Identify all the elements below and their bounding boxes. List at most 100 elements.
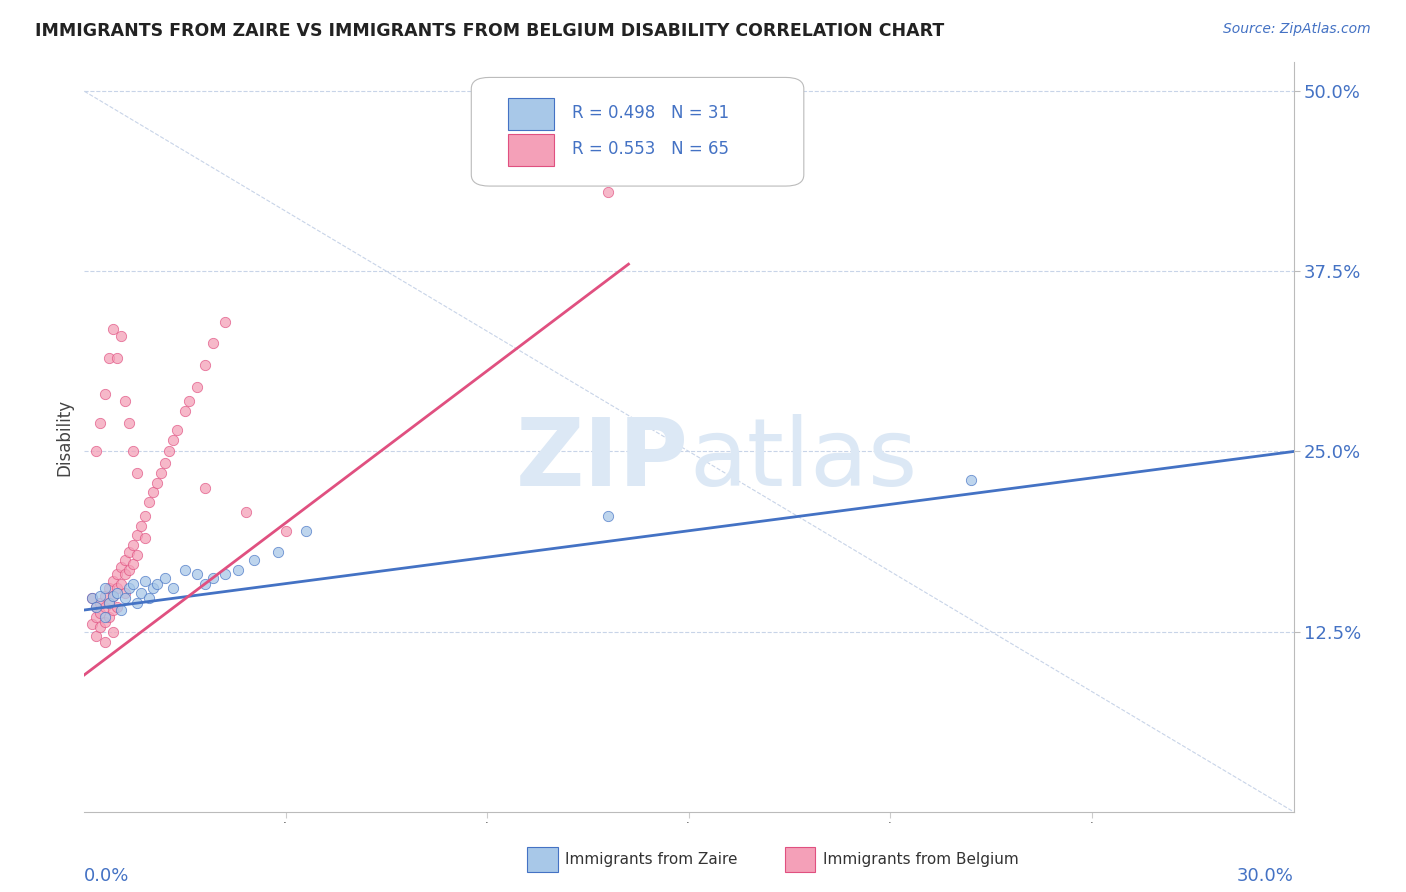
Point	[89, 589, 111, 603]
Point	[93, 589, 115, 603]
Point	[105, 600, 128, 615]
Point	[97, 582, 120, 596]
Point	[118, 563, 141, 577]
FancyBboxPatch shape	[471, 78, 804, 186]
Point	[153, 571, 176, 585]
Point	[138, 495, 160, 509]
Point	[105, 585, 128, 599]
Point	[226, 563, 249, 577]
Point	[101, 574, 124, 589]
Point	[93, 615, 115, 629]
Point	[105, 566, 128, 581]
Point	[194, 577, 217, 591]
Point	[110, 603, 132, 617]
Point	[86, 600, 108, 615]
Point	[598, 185, 620, 199]
Point	[97, 610, 120, 624]
Point	[960, 473, 983, 487]
Point	[153, 456, 176, 470]
Point	[186, 566, 208, 581]
Point	[598, 509, 620, 524]
Point	[174, 404, 197, 418]
Point	[101, 322, 124, 336]
Point	[134, 509, 156, 524]
Point	[121, 538, 143, 552]
Point	[105, 582, 128, 596]
Point	[82, 617, 104, 632]
Point	[134, 531, 156, 545]
Point	[166, 423, 188, 437]
Point	[114, 394, 136, 409]
Point	[118, 582, 141, 596]
Point	[295, 524, 318, 538]
Y-axis label: Disability: Disability	[55, 399, 73, 475]
Point	[105, 351, 128, 365]
Point	[114, 591, 136, 606]
Point	[110, 329, 132, 343]
Point	[134, 574, 156, 589]
Point	[110, 559, 132, 574]
Text: Immigrants from Belgium: Immigrants from Belgium	[823, 853, 1018, 867]
Point	[157, 444, 180, 458]
Text: Source: ZipAtlas.com: Source: ZipAtlas.com	[1223, 22, 1371, 37]
Point	[114, 566, 136, 581]
Point	[125, 548, 148, 562]
Text: 30.0%: 30.0%	[1237, 867, 1294, 885]
Text: R = 0.498   N = 31: R = 0.498 N = 31	[572, 103, 728, 121]
Point	[86, 629, 108, 643]
Point	[97, 596, 120, 610]
Point	[118, 545, 141, 559]
Point	[202, 336, 225, 351]
Point	[101, 589, 124, 603]
Text: IMMIGRANTS FROM ZAIRE VS IMMIGRANTS FROM BELGIUM DISABILITY CORRELATION CHART: IMMIGRANTS FROM ZAIRE VS IMMIGRANTS FROM…	[35, 22, 945, 40]
Text: ZIP: ZIP	[516, 414, 689, 506]
Point	[179, 394, 201, 409]
FancyBboxPatch shape	[508, 98, 554, 130]
Point	[86, 444, 108, 458]
Point	[97, 596, 120, 610]
Point	[101, 589, 124, 603]
Point	[242, 552, 264, 566]
Point	[194, 481, 217, 495]
Point	[138, 591, 160, 606]
Point	[89, 596, 111, 610]
Point	[214, 315, 236, 329]
Point	[146, 577, 169, 591]
Point	[142, 582, 165, 596]
Text: 0.0%: 0.0%	[84, 867, 129, 885]
Point	[86, 610, 108, 624]
Point	[121, 557, 143, 571]
Point	[129, 585, 152, 599]
Point	[235, 505, 257, 519]
Point	[82, 591, 104, 606]
Point	[121, 444, 143, 458]
Point	[174, 563, 197, 577]
Point	[214, 566, 236, 581]
Point	[118, 416, 141, 430]
FancyBboxPatch shape	[508, 135, 554, 166]
Point	[114, 585, 136, 599]
Point	[89, 620, 111, 634]
Text: atlas: atlas	[689, 414, 917, 506]
Point	[114, 552, 136, 566]
Point	[89, 606, 111, 620]
Point	[129, 519, 152, 533]
Point	[93, 610, 115, 624]
Point	[121, 577, 143, 591]
Point	[101, 603, 124, 617]
Point	[93, 600, 115, 615]
Point	[274, 524, 297, 538]
Point	[89, 416, 111, 430]
Point	[125, 466, 148, 480]
Point	[93, 634, 115, 648]
Point	[149, 466, 172, 480]
Point	[125, 596, 148, 610]
Point	[146, 476, 169, 491]
Point	[194, 358, 217, 372]
Point	[162, 582, 184, 596]
Point	[97, 351, 120, 365]
Text: Immigrants from Zaire: Immigrants from Zaire	[565, 853, 738, 867]
Point	[101, 624, 124, 639]
Point	[267, 545, 290, 559]
Point	[202, 571, 225, 585]
